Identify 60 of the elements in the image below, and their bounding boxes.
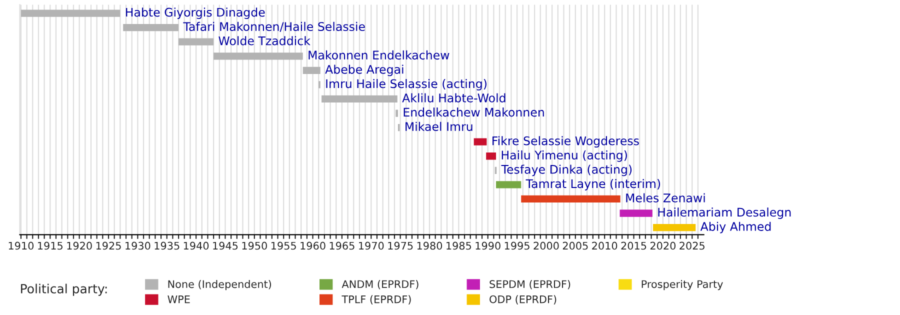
y-tick-label: Tesfaye Dinka (acting): [501, 164, 632, 176]
x-tick-label: 1975: [388, 242, 413, 250]
x-tick-label: 1990: [476, 242, 500, 250]
y-tick-label: Tafari Makonnen/Haile Selassie: [183, 22, 365, 32]
legend-label: SEPDM (EPRDF): [490, 280, 570, 290]
x-tick-label: 1930: [126, 242, 150, 250]
legend-label: WPE: [168, 295, 190, 304]
bar: [653, 224, 696, 232]
x-tick-label: 1940: [184, 242, 209, 250]
y-tick-label: Abiy Ahmed: [700, 222, 771, 234]
bar: [521, 195, 620, 203]
x-tick-label: 2025: [680, 242, 704, 250]
bar: [214, 52, 303, 60]
legend-label: TPLF (EPRDF): [342, 295, 411, 304]
y-tick-label: Hailu Yimenu (acting): [502, 150, 627, 162]
x-tick-label: 1935: [154, 242, 180, 250]
bar: [486, 152, 496, 160]
y-tick-label: Habte Giyorgis Dinagde: [126, 8, 265, 20]
bar: [302, 66, 320, 74]
bar: [123, 24, 179, 32]
x-tick-label: 2010: [592, 242, 618, 250]
bar: [20, 10, 120, 17]
bar: [178, 38, 214, 46]
y-tick-label: Hailemariam Desalegn: [658, 208, 791, 219]
y-tick-label: Imru Haile Selassie (acting): [326, 78, 486, 90]
x-tick-label: 1915: [38, 242, 62, 250]
bar: [496, 181, 522, 188]
y-tick-label: Tamrat Layne (interim): [526, 178, 660, 190]
x-tick-label: 2020: [650, 242, 676, 250]
legend-label: Prosperity Party: [642, 280, 723, 290]
legend-label: ANDM (EPRDF): [342, 280, 418, 290]
x-tick-label: 1970: [359, 242, 384, 250]
legend-title: Political party:: [21, 284, 107, 296]
y-tick-label: Wolde Tzaddick: [218, 36, 310, 46]
x-tick-label: 2015: [621, 242, 646, 250]
x-tick-label: 1980: [417, 242, 442, 250]
x-tick-label: 1960: [300, 242, 326, 250]
x-tick-label: 2005: [562, 242, 588, 250]
bar: [620, 210, 652, 217]
x-tick-label: 1985: [446, 242, 472, 250]
y-tick-label: Fikre Selassie Wogderess: [492, 136, 639, 148]
x-tick-label: 1995: [504, 242, 530, 250]
x-tick-label: 1950: [242, 242, 267, 250]
y-tick-label: Makonnen Endelkachew: [308, 50, 450, 60]
bar: [474, 138, 487, 146]
x-tick-label: 1920: [67, 242, 92, 250]
y-tick-label: Abebe Aregai: [325, 64, 404, 76]
bar: [322, 95, 398, 103]
x-tick-label: 1910: [8, 242, 34, 250]
x-tick-label: 1945: [213, 242, 238, 250]
legend-label: None (Independent): [168, 280, 272, 290]
x-tick-label: 1955: [271, 242, 296, 250]
legend-label: ODP (EPRDF): [490, 295, 556, 304]
y-tick-label: Aklilu Habte-Wold: [402, 93, 506, 102]
x-tick-label: 1925: [96, 242, 121, 250]
y-tick-label: Mikael Imru: [406, 122, 472, 131]
x-tick-label: 1965: [330, 242, 354, 250]
x-tick-label: 2000: [534, 242, 559, 250]
y-tick-label: Endelkachew Makonnen: [404, 108, 544, 117]
y-tick-label: Meles Zenawi: [626, 193, 705, 202]
